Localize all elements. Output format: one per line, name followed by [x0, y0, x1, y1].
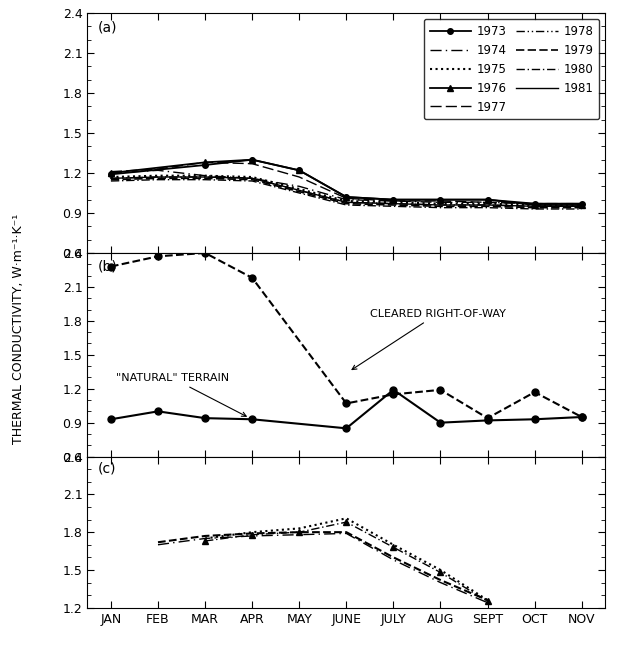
- Text: THERMAL CONDUCTIVITY, W·m⁻¹·K⁻¹: THERMAL CONDUCTIVITY, W·m⁻¹·K⁻¹: [12, 214, 25, 443]
- Legend: 1973, 1974, 1975, 1976, 1977, 1978, 1979, 1980, 1981: 1973, 1974, 1975, 1976, 1977, 1978, 1979…: [424, 19, 600, 120]
- Text: (b): (b): [98, 259, 117, 273]
- Text: (c): (c): [98, 461, 116, 475]
- Text: "NATURAL" TERRAIN: "NATURAL" TERRAIN: [115, 373, 246, 417]
- Text: CLEARED RIGHT-OF-WAY: CLEARED RIGHT-OF-WAY: [352, 309, 505, 369]
- Text: (a): (a): [98, 20, 117, 34]
